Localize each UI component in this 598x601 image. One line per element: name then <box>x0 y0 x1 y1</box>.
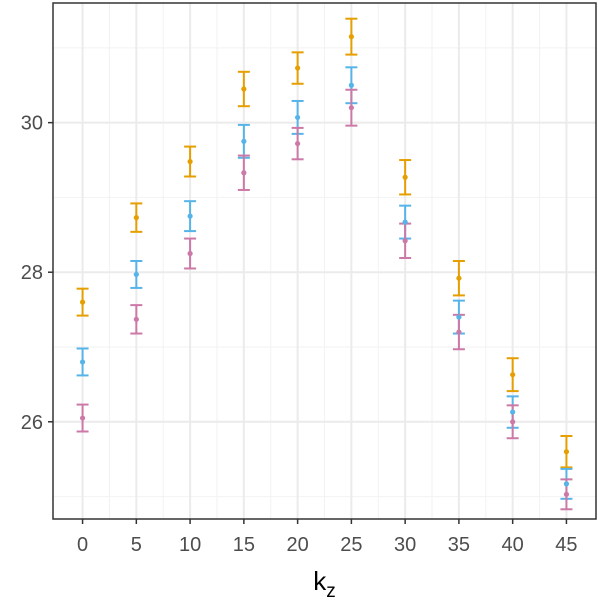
data-point-0-2 <box>187 158 193 165</box>
x-tick-label: 45 <box>555 534 577 556</box>
data-point-1-8 <box>510 409 516 415</box>
panel-border <box>52 2 597 520</box>
x-tick-label: 15 <box>233 534 255 556</box>
x-tick-label: 5 <box>131 534 142 556</box>
x-axis-title: kz <box>313 566 336 601</box>
data-point-0-0 <box>79 299 86 305</box>
x-tick-label: 25 <box>340 534 362 556</box>
y-tick-label: 30 <box>21 113 43 135</box>
data-point-2-3 <box>241 170 247 176</box>
data-point-2-1 <box>133 316 139 322</box>
data-point-0-1 <box>133 215 139 221</box>
y-tick-label: 26 <box>21 412 43 434</box>
data-point-1-1 <box>133 271 139 278</box>
y-tick-label: 28 <box>21 262 43 284</box>
data-point-2-5 <box>348 105 354 111</box>
data-point-0-5 <box>348 34 354 40</box>
data-point-0-7 <box>456 275 462 281</box>
data-point-2-7 <box>456 329 462 335</box>
data-point-2-9 <box>563 491 570 497</box>
data-point-1-7 <box>456 314 462 320</box>
data-point-0-4 <box>295 65 301 71</box>
data-point-2-6 <box>402 238 408 244</box>
data-point-1-3 <box>241 138 247 144</box>
data-point-0-6 <box>402 174 408 180</box>
data-point-1-4 <box>295 114 301 121</box>
data-point-2-4 <box>295 140 301 147</box>
x-tick-label: 10 <box>179 534 201 556</box>
x-axis-title-main: k <box>313 566 327 596</box>
data-point-1-9 <box>563 481 570 487</box>
x-tick-label: 30 <box>394 534 416 556</box>
data-point-2-0 <box>79 415 86 421</box>
data-point-1-5 <box>348 82 354 88</box>
x-tick-label: 40 <box>502 534 524 556</box>
x-tick-label: 0 <box>77 534 88 556</box>
data-point-1-2 <box>187 213 193 219</box>
data-point-2-2 <box>187 250 193 257</box>
data-point-0-9 <box>563 449 570 455</box>
x-axis-title-subscript: z <box>326 581 336 601</box>
data-point-2-8 <box>510 419 516 425</box>
data-point-1-6 <box>402 219 408 225</box>
x-tick-label: 35 <box>448 534 470 556</box>
data-point-0-3 <box>241 86 247 92</box>
data-point-1-0 <box>79 359 86 365</box>
x-tick-label: 20 <box>286 534 308 556</box>
data-point-0-8 <box>510 372 516 378</box>
